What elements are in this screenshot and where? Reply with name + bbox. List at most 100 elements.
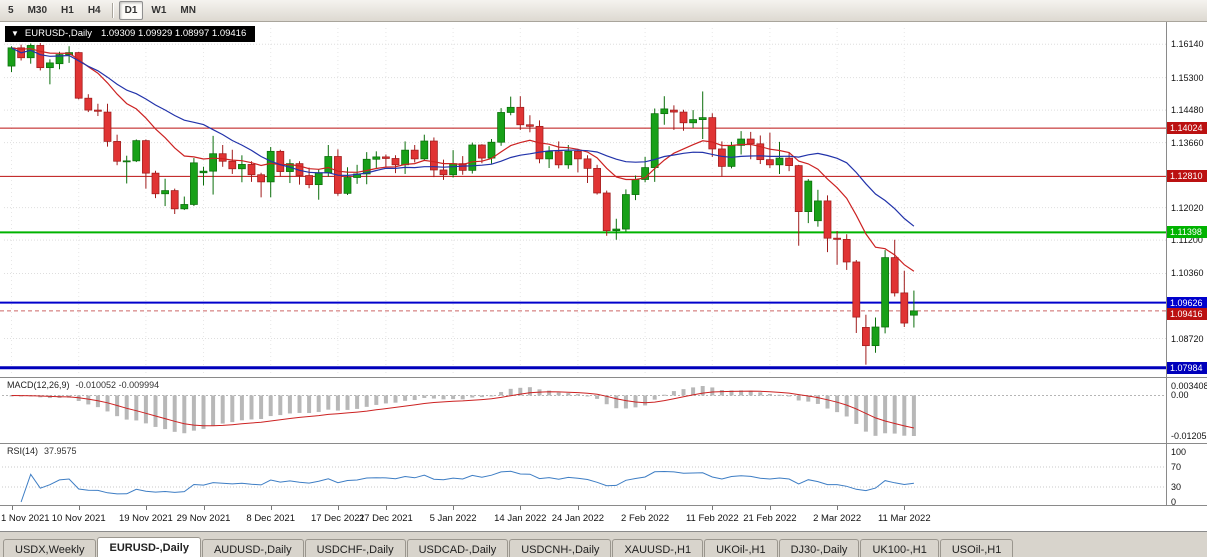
macd-bar: [844, 395, 849, 417]
date-label: 29 Nov 2021: [176, 513, 231, 524]
macd-bar: [355, 395, 360, 409]
rsi-value: 37.9575: [44, 446, 77, 456]
macd-bar: [527, 387, 532, 396]
candle: [324, 156, 333, 174]
macd-bar: [143, 395, 148, 424]
price-chart-canvas[interactable]: [0, 22, 1207, 377]
macd-bar: [883, 395, 888, 434]
macd-values: -0.010052 -0.009994: [75, 380, 160, 390]
macd-bar: [278, 395, 283, 416]
candle: [689, 119, 697, 124]
tab-audusd-daily[interactable]: AUDUSD-,Daily: [201, 539, 304, 557]
macd-bar: [249, 395, 254, 420]
macd-bar: [566, 393, 571, 396]
macd-bar: [902, 395, 907, 436]
date-label: 19 Nov 2021: [118, 513, 173, 524]
macd-bar: [796, 395, 801, 401]
macd-histogram: [9, 386, 916, 436]
tab-usdx-weekly[interactable]: USDX,Weekly: [3, 539, 97, 557]
symbol-dropdown-icon[interactable]: ▼: [11, 29, 19, 38]
tab-ukoil-h1[interactable]: UKOil-,H1: [704, 539, 778, 557]
date-tick: [837, 506, 839, 510]
rsi-line: [20, 470, 914, 503]
tab-usdcnh-daily[interactable]: USDCNH-,Daily: [509, 539, 612, 557]
tab-xauusd-h1[interactable]: XAUUSD-,H1: [612, 539, 704, 557]
candle: [506, 106, 515, 113]
candle: [305, 175, 313, 186]
price-axis-label: 1.12020: [1171, 202, 1204, 213]
date-tick: [337, 506, 339, 510]
tab-usdchf-daily[interactable]: USDCHF-,Daily: [304, 539, 406, 557]
candle: [46, 62, 54, 69]
timeframe-m30[interactable]: M30: [27, 5, 48, 16]
candle: [372, 156, 381, 160]
macd-bar: [172, 395, 177, 432]
tab-uk100-h1[interactable]: UK100-,H1: [860, 539, 939, 557]
price-axis-label: 1.08720: [1171, 333, 1204, 344]
candle: [382, 156, 390, 159]
macd-bar: [105, 395, 110, 412]
candle: [785, 157, 793, 166]
macd-bar: [518, 387, 523, 396]
macd-bar: [767, 393, 772, 396]
timeframe-mn[interactable]: MN: [180, 5, 196, 16]
macd-bar: [633, 395, 638, 408]
macd-bar: [239, 395, 244, 421]
candle: [401, 149, 409, 166]
timeframe-5[interactable]: 5: [8, 5, 14, 16]
date-tick: [769, 506, 771, 510]
candle: [766, 159, 774, 166]
date-tick: [520, 506, 522, 510]
candle: [266, 150, 275, 183]
candle: [209, 153, 217, 172]
date-label: 1 Nov 2021: [1, 513, 50, 524]
date-tick: [385, 506, 387, 510]
rsi-canvas[interactable]: [0, 444, 1207, 505]
price-chart-panel: ▼ EURUSD-,Daily 1.09309 1.09929 1.08997 1.…: [0, 22, 1207, 377]
candle: [862, 327, 870, 347]
timeframe-toolbar: 5 M30 H1 H4 D1 W1 MN: [0, 0, 1207, 22]
candle: [833, 237, 841, 240]
date-label: 17 Dec 2021: [310, 513, 365, 524]
macd-bar: [163, 395, 168, 430]
candle: [343, 177, 352, 194]
time-axis[interactable]: 1 Nov 2021 10 Nov 2021 19 Nov 2021 29 Nov 2…: [0, 505, 1207, 531]
candle: [36, 45, 45, 69]
timeframe-h1[interactable]: H1: [61, 5, 74, 16]
price-badge-1.12810: 1.12810: [1167, 170, 1207, 183]
candle: [161, 190, 169, 195]
rsi-axis-label: 0: [1171, 497, 1177, 507]
candle: [420, 140, 429, 160]
date-tick: [645, 506, 647, 510]
timeframe-w1[interactable]: W1: [151, 5, 167, 16]
ma-fast-line: [11, 47, 915, 272]
macd-bar: [297, 395, 302, 413]
candle: [199, 170, 208, 174]
tab-usdcad-daily[interactable]: USDCAD-,Daily: [406, 539, 509, 557]
candle: [122, 160, 131, 163]
macd-bar: [201, 395, 206, 429]
toolbar-separator: [111, 3, 114, 18]
timeframe-h4[interactable]: H4: [87, 5, 101, 16]
candle: [7, 47, 16, 67]
macd-bar: [364, 395, 369, 407]
candle: [170, 190, 179, 210]
candle: [410, 149, 419, 160]
timeframe-d1[interactable]: D1: [118, 1, 144, 20]
date-label: 5 Jan 2022: [429, 513, 477, 524]
macd-bar: [95, 395, 100, 408]
candle: [257, 174, 265, 183]
tab-usoil-h1[interactable]: USOil-,H1: [939, 539, 1014, 557]
candle: [871, 326, 880, 347]
macd-bar: [268, 395, 273, 417]
macd-bar: [729, 390, 734, 396]
tab-dj30-daily[interactable]: DJ30-,Daily: [778, 539, 860, 557]
macd-canvas[interactable]: [0, 378, 1207, 443]
tab-eurusd-daily[interactable]: EURUSD-,Daily: [97, 537, 201, 557]
candle: [718, 148, 726, 167]
candle: [641, 167, 649, 180]
candle: [631, 179, 640, 195]
candle: [247, 164, 256, 176]
date-label: 11 Mar 2022: [877, 513, 931, 524]
